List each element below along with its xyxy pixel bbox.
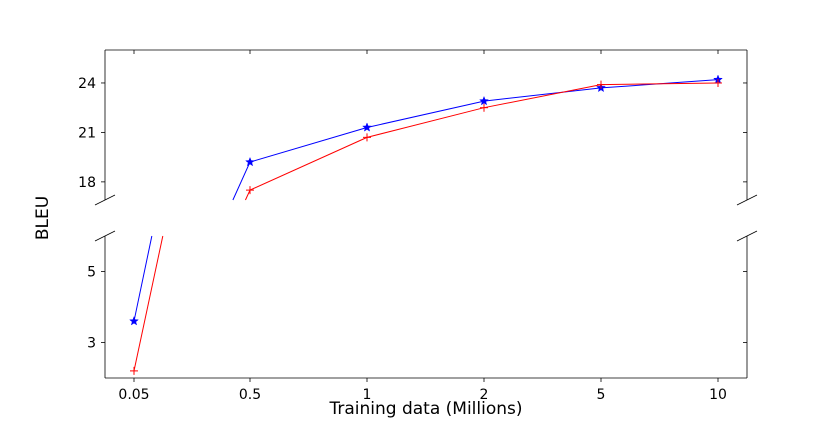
top-y-tick-label: 18 — [78, 175, 96, 191]
x-tick-label: 1 — [363, 387, 372, 403]
series-0-segment — [133, 235, 153, 322]
series-1-point — [714, 78, 722, 87]
axis-ticks: 0.05 0.5 1 2 5 10 18 21 24 3 5 — [78, 50, 747, 403]
series-1-segment — [244, 189, 251, 201]
bottom-y-tick-label: 5 — [87, 265, 96, 281]
top-panel-frame — [104, 49, 748, 200]
series-layer — [129, 74, 723, 375]
series-0-point — [362, 122, 372, 132]
bottom-y-tick-label: 3 — [87, 336, 96, 352]
top-y-tick-label: 21 — [78, 125, 96, 141]
top-y-tick-label: 24 — [78, 76, 96, 92]
y-axis-label: BLEU — [33, 196, 53, 240]
bottom-panel-frame — [104, 236, 748, 379]
x-tick-label: 10 — [709, 387, 727, 403]
x-tick-label: 2 — [480, 387, 489, 403]
series-0-segment — [249, 126, 368, 163]
x-axis-label: Training data (Millions) — [328, 399, 522, 419]
series-1-point — [597, 80, 605, 89]
x-tick-label: 0.05 — [118, 387, 149, 403]
series-1-segment — [366, 107, 485, 138]
series-1-segment — [133, 235, 164, 372]
series-0-point — [129, 315, 139, 326]
series-1-segment — [249, 136, 368, 191]
series-0-segment — [366, 100, 485, 128]
series-1-point — [480, 103, 488, 112]
series-0-segment — [483, 87, 602, 102]
x-tick-label: 5 — [597, 387, 606, 403]
series-1-point — [363, 133, 371, 142]
series-1-point — [130, 366, 138, 375]
axis-break-marks — [94, 194, 758, 242]
series-0-segment — [232, 161, 251, 201]
series-0-point — [245, 156, 255, 167]
series-1-segment — [483, 84, 602, 109]
series-1-segment — [600, 82, 719, 86]
x-tick-label: 0.5 — [239, 387, 261, 403]
series-1-point — [246, 186, 254, 195]
series-0-point — [479, 95, 489, 106]
